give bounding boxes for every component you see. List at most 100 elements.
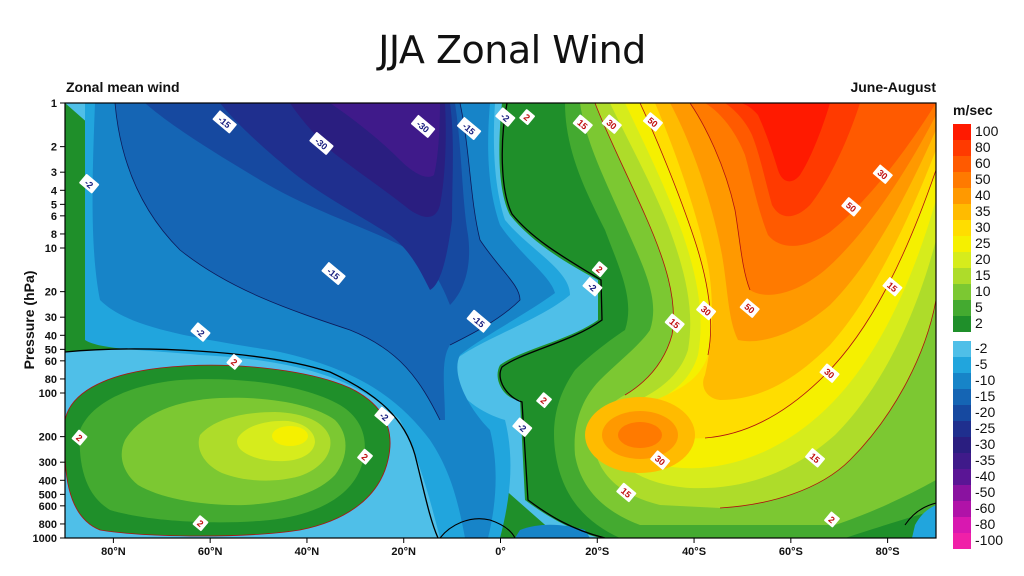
contour-label: 30 <box>872 164 893 184</box>
contour-label-text: 50 <box>646 115 660 129</box>
legend-swatch <box>953 156 971 172</box>
contour-label: 15 <box>664 313 685 333</box>
contour-label-bg <box>374 406 395 427</box>
legend-label: 20 <box>975 251 991 267</box>
contour-label-text: 30 <box>604 118 618 132</box>
legend-swatch <box>953 220 971 236</box>
legend-swatch <box>953 188 971 204</box>
legend-label: -40 <box>975 468 995 484</box>
y-tick-label: 200 <box>39 432 57 444</box>
y-tick-label: 800 <box>39 519 57 531</box>
legend-label: 100 <box>975 123 999 139</box>
zero-contour-c <box>439 518 516 538</box>
y-tick-label: 100 <box>39 388 57 400</box>
plot-area <box>65 103 936 538</box>
x-tick-label: 80°N <box>101 546 126 558</box>
y-tick-label: 8 <box>51 229 57 241</box>
x-tick-label: 20°N <box>391 546 416 558</box>
contour-label-bg <box>466 309 491 333</box>
zero-contour-a <box>65 348 439 538</box>
legend-label: 2 <box>975 315 983 331</box>
contour-label-bg <box>192 515 209 532</box>
legend-label: 80 <box>975 139 991 155</box>
y-tick-label: 500 <box>39 489 57 501</box>
legend-swatch <box>953 341 971 357</box>
contour-label-text: 15 <box>885 280 899 294</box>
contour-label: 30 <box>819 363 840 383</box>
y-tick-label: 10 <box>45 243 57 255</box>
contour-label-bg <box>582 277 603 297</box>
y-tick-label: 4 <box>51 185 58 197</box>
contour-westerly-15 <box>594 103 674 396</box>
contour-label-text: 2 <box>229 357 239 368</box>
contour-label-bg <box>519 109 535 125</box>
y-tick-label: 3 <box>51 167 57 179</box>
contour-label: 2 <box>192 515 209 532</box>
y-tick-label: 600 <box>39 501 57 513</box>
legend-swatch <box>953 316 971 332</box>
contour-label-bg <box>357 448 373 465</box>
contour-label-bg <box>79 174 100 194</box>
x-tick-label: 40°N <box>295 546 320 558</box>
y-tick-label: 2 <box>51 142 57 154</box>
x-tick-label: 20°S <box>585 546 609 558</box>
y-tick-label: 5 <box>51 199 57 211</box>
legend-swatch <box>953 437 971 453</box>
contour-label-bg <box>321 262 346 285</box>
legend-label: -20 <box>975 404 995 420</box>
contour-label-bg <box>739 298 760 318</box>
x-tick-label: 80°S <box>876 546 900 558</box>
contour-label-text: 2 <box>74 433 84 444</box>
legend-label: -60 <box>975 500 995 516</box>
legend-label: -25 <box>975 420 995 436</box>
contour-label-text: 50 <box>742 302 756 316</box>
legend-label: -80 <box>975 516 995 532</box>
contour-label-text: 2 <box>360 452 370 463</box>
legend-label: -2 <box>975 340 988 356</box>
contour-westerly-50 <box>689 103 751 291</box>
contour-westerly-30-b <box>704 169 936 439</box>
legend-swatch <box>953 357 971 373</box>
contour-label-bg <box>664 313 685 333</box>
contour-label-text: 2 <box>827 514 837 525</box>
legend-swatch <box>953 421 971 437</box>
contour-label: 15 <box>882 277 903 297</box>
legend-label: -30 <box>975 436 995 452</box>
contour-label-bg <box>226 353 243 370</box>
legend-swatch <box>953 517 971 533</box>
contour-label: -2 <box>495 107 516 127</box>
legend-label: -5 <box>975 356 988 372</box>
contour-label-text: 15 <box>667 317 681 331</box>
legend-label: 10 <box>975 283 991 299</box>
contour-label: 30 <box>601 114 622 134</box>
legend-swatch <box>953 533 971 549</box>
zero-contour-d <box>904 502 936 526</box>
y-tick-label: 1000 <box>33 533 57 545</box>
contour-label-text: 15 <box>808 451 822 465</box>
contour-label: -2 <box>512 417 533 437</box>
contour-label-bg <box>190 322 211 342</box>
contour-label-bg <box>882 277 903 297</box>
contour-label-bg <box>696 300 717 321</box>
contour-label: 15 <box>572 114 593 134</box>
contour-label-bg <box>841 197 862 217</box>
y-tick-label: 300 <box>39 457 57 469</box>
y-tick-label: 1 <box>51 98 57 110</box>
contour-label-bg <box>71 429 88 446</box>
contour-label-text: 2 <box>594 264 604 275</box>
contour-label-bg <box>805 448 825 468</box>
contour-label-bg <box>616 482 637 503</box>
contour-label: -2 <box>582 277 603 297</box>
y-tick-label: 50 <box>45 344 57 356</box>
chart-left-title: Zonal mean wind <box>66 79 180 95</box>
legend-swatch <box>953 204 971 220</box>
legend-label: -50 <box>975 484 995 500</box>
legend-label: -100 <box>975 532 1003 548</box>
legend-label: -10 <box>975 372 995 388</box>
contour-label: 30 <box>650 450 671 470</box>
contour-label: 30 <box>696 300 717 321</box>
jet-core-30s-c <box>618 422 662 448</box>
antarctic-easterly <box>912 505 936 538</box>
